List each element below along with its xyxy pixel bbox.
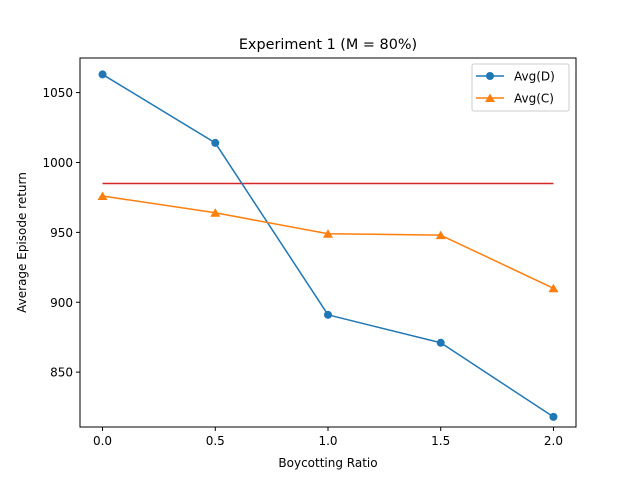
data-point-avg-d [549, 412, 558, 421]
x-tick-label: 1.5 [431, 434, 450, 448]
x-axis-ticks: 0.0 0.5 1.0 1.5 2.0 [93, 427, 563, 448]
x-tick-label: 0.5 [206, 434, 225, 448]
legend-marker-avg-c [485, 93, 495, 102]
legend-label-avg-c: Avg(C) [514, 92, 554, 106]
data-point-avg-d [98, 70, 107, 79]
data-point-avg-c [97, 191, 108, 201]
y-tick-label: 900 [50, 296, 73, 310]
data-point-avg-c [323, 229, 333, 238]
legend: Avg(D) Avg(C) [471, 63, 570, 112]
legend-label-avg-d: Avg(D) [514, 70, 555, 84]
y-axis-label: Average Episode return [15, 172, 29, 313]
y-tick-label: 850 [50, 366, 73, 380]
y-axis-ticks: 850 900 950 1000 1050 [42, 86, 80, 380]
y-tick-label: 1050 [42, 86, 73, 100]
y-tick-label: 950 [50, 226, 73, 240]
x-tick-label: 2.0 [544, 434, 563, 448]
y-tick-label: 1000 [42, 156, 73, 170]
data-point-avg-d [436, 338, 445, 347]
plot-marks [97, 70, 559, 421]
legend-marker-avg-d [486, 72, 494, 80]
x-tick-label: 0.0 [93, 434, 112, 448]
data-point-avg-d [324, 310, 332, 319]
data-point-avg-c [210, 208, 221, 217]
data-point-avg-d [211, 138, 220, 147]
data-point-avg-c [435, 230, 446, 240]
data-point-avg-c [548, 283, 559, 293]
x-tick-label: 1.0 [318, 434, 337, 448]
x-axis-label: Boycotting Ratio [278, 456, 377, 470]
chart-title: Experiment 1 (M = 80%) [239, 37, 417, 53]
